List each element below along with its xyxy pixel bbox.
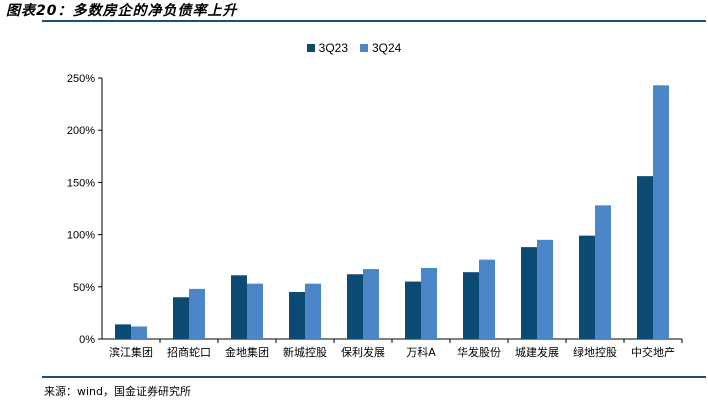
y-tick-label: 250% xyxy=(67,73,95,85)
bar-3q23-4 xyxy=(347,274,363,339)
legend-swatch-3q23 xyxy=(306,44,315,52)
x-category-label: 绿地控股 xyxy=(573,345,617,359)
title-rule xyxy=(42,20,706,22)
x-category-label: 华发股份 xyxy=(457,345,501,359)
x-category-label: 中交地产 xyxy=(631,345,675,359)
bar-3q23-5 xyxy=(405,281,421,339)
x-category-label: 万科A xyxy=(406,345,436,359)
bar-3q24-9 xyxy=(653,85,669,339)
legend-label-3q24: 3Q24 xyxy=(372,41,402,55)
bar-3q23-7 xyxy=(521,247,537,339)
bar-3q24-5 xyxy=(421,268,437,339)
legend-item-3q23: 3Q23 xyxy=(306,41,348,55)
bar-3q23-3 xyxy=(289,292,305,339)
bar-3q23-1 xyxy=(173,297,189,339)
x-category-label: 城建发展 xyxy=(515,345,559,359)
chart-title: 图表20：多数房企的净负债率上升 xyxy=(6,3,238,19)
x-category-label: 滨江集团 xyxy=(109,345,153,359)
legend-label-3q23: 3Q23 xyxy=(318,41,348,55)
bar-3q23-2 xyxy=(231,275,247,339)
x-category-label: 金地集团 xyxy=(225,345,269,359)
bar-3q24-1 xyxy=(189,288,205,339)
x-category-label: 保利发展 xyxy=(341,345,385,359)
bar-3q23-9 xyxy=(637,176,653,339)
bar-3q24-7 xyxy=(537,239,553,339)
y-tick-label: 50% xyxy=(73,282,95,294)
y-tick-label: 150% xyxy=(67,177,95,189)
y-tick-label: 0% xyxy=(79,334,95,346)
bar-3q24-8 xyxy=(595,205,611,339)
bar-3q23-8 xyxy=(579,235,595,339)
y-tick-label: 200% xyxy=(67,125,95,137)
source-note: 来源：wind，国金证券研究所 xyxy=(44,385,192,398)
bar-3q24-4 xyxy=(363,269,379,339)
legend: 3Q23 3Q24 xyxy=(0,41,708,55)
y-tick-label: 100% xyxy=(67,230,95,242)
footer-rule xyxy=(42,376,706,378)
legend-item-3q24: 3Q24 xyxy=(360,41,401,55)
x-category-label: 新城控股 xyxy=(283,345,327,359)
legend-swatch-3q24 xyxy=(360,44,368,52)
bar-3q24-0 xyxy=(131,326,147,339)
bar-3q23-6 xyxy=(463,272,479,339)
x-category-label: 招商蛇口 xyxy=(167,345,211,359)
bar-3q24-2 xyxy=(247,283,263,339)
bar-3q24-3 xyxy=(305,283,321,339)
bar-3q23-0 xyxy=(115,324,131,339)
bar-3q24-6 xyxy=(479,259,495,339)
